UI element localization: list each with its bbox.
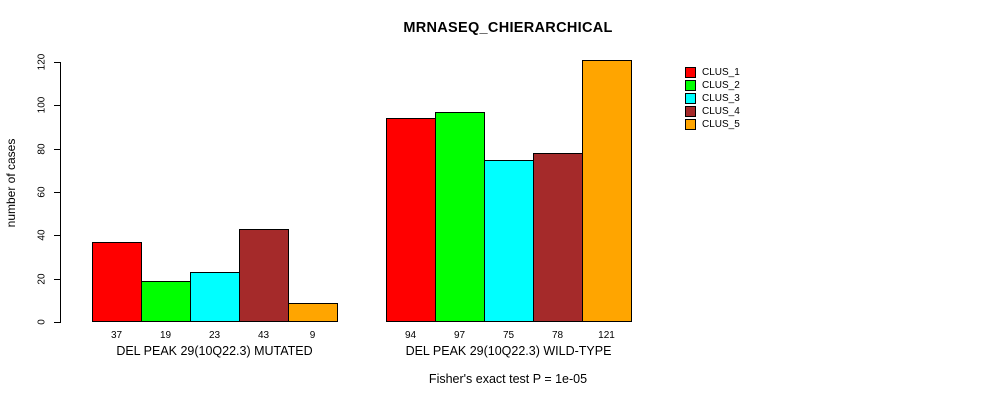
bar [239, 228, 289, 322]
y-tick [54, 235, 60, 237]
bar-value-label: 43 [257, 330, 270, 341]
legend-item: CLUS_4 [685, 105, 740, 118]
y-tick [54, 105, 60, 107]
group-label: DEL PEAK 29(10Q22.3) MUTATED [116, 344, 313, 358]
legend-label: CLUS_4 [702, 106, 740, 117]
y-tick-label: 20 [36, 273, 48, 285]
legend-item: CLUS_3 [685, 92, 740, 105]
y-tick [54, 322, 60, 323]
bar [386, 118, 436, 322]
bar [484, 159, 534, 322]
chart-title: MRNASEQ_CHIERARCHICAL [403, 20, 613, 36]
legend-swatch [685, 80, 696, 91]
bar [288, 302, 338, 322]
bar [92, 241, 142, 322]
bar [141, 280, 191, 322]
bar-value-label: 121 [598, 330, 615, 341]
annotation-text: Fisher's exact test P = 1e-05 [428, 372, 588, 386]
y-tick-label: 100 [36, 96, 48, 114]
legend-swatch [685, 67, 696, 78]
bar-value-label: 9 [309, 330, 316, 341]
bar [435, 111, 485, 322]
y-tick [54, 278, 60, 280]
legend-item: CLUS_1 [685, 66, 740, 79]
bar-value-label: 97 [453, 330, 466, 341]
bar-value-label: 94 [404, 330, 417, 341]
legend-label: CLUS_3 [702, 93, 740, 104]
legend-swatch [685, 119, 696, 130]
bar-value-label: 19 [159, 330, 172, 341]
bar-value-label: 78 [551, 330, 564, 341]
legend-label: CLUS_1 [702, 67, 740, 78]
bar-value-label: 37 [110, 330, 123, 341]
y-tick [54, 62, 60, 63]
legend: CLUS_1 CLUS_2 CLUS_3 CLUS_4 CLUS_5 [685, 66, 740, 131]
y-tick [54, 148, 60, 150]
legend-label: CLUS_2 [702, 80, 740, 91]
legend-item: CLUS_2 [685, 79, 740, 92]
bar-value-label: 75 [502, 330, 515, 341]
y-tick-label: 80 [36, 143, 48, 155]
bar [190, 272, 240, 322]
y-tick-label: 120 [36, 53, 48, 71]
bar-value-label: 23 [208, 330, 221, 341]
group-label: DEL PEAK 29(10Q22.3) WILD-TYPE [405, 344, 612, 358]
bar [533, 153, 583, 322]
y-axis-line [60, 62, 61, 323]
legend-swatch [685, 106, 696, 117]
y-tick-label: 60 [36, 186, 48, 198]
legend-label: CLUS_5 [702, 119, 740, 130]
y-axis-label: number of cases [4, 138, 18, 228]
legend-item: CLUS_5 [685, 118, 740, 131]
y-tick [54, 192, 60, 193]
bar [582, 59, 632, 322]
legend-swatch [685, 93, 696, 104]
y-tick-label: 40 [36, 229, 48, 241]
y-tick-label: 0 [36, 319, 48, 325]
